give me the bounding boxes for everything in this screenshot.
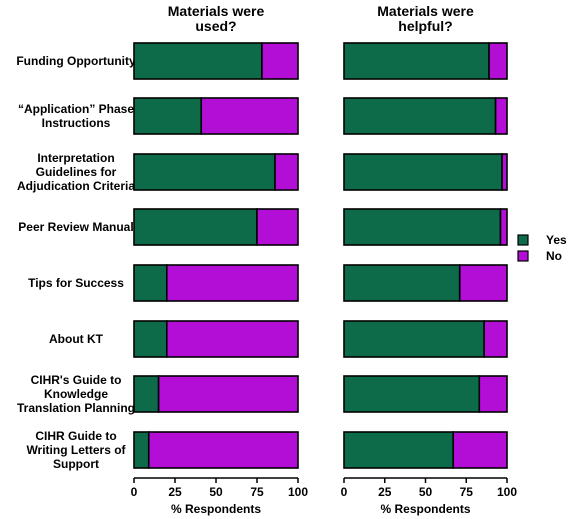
category-label-line: Interpretation [37,151,114,165]
x-tick-label: 100 [288,485,308,499]
panel-title: Materials were used? [168,3,265,34]
x-tick-label: 50 [419,485,433,499]
category-label-line: Guidelines for [36,165,117,179]
x-tick-label: 25 [378,485,392,499]
bar-no-application-phase-instructions [494,97,508,135]
bar-yes-cihr-guide-to-writing-letters-of-support [133,431,150,469]
category-label-line: Funding Opportunity [16,54,136,68]
panel-title-line: Materials were [168,3,265,19]
legend-label-no: No [546,249,562,263]
bar-no-peer-review-manual [256,208,299,246]
bar-no-cihr-s-guide-to-knowledge-translation-planning [478,375,508,413]
bar-yes-cihr-s-guide-to-knowledge-translation-planning [133,375,160,413]
category-label-line: Adjudication Criteria [17,179,135,193]
bar-no-tips-for-success [458,264,508,302]
bar-no-funding-opportunity [261,42,299,80]
category-label-line: Peer Review Manual [18,220,133,234]
panel-title-line: Materials were [377,3,474,19]
panel-title-line: used? [195,18,236,34]
category-label-line: Writing Letters of [26,443,126,457]
bar-no-cihr-guide-to-writing-letters-of-support [452,431,508,469]
x-axis-label: % Respondents [171,502,261,516]
x-tick-label: 0 [131,485,138,499]
category-label-line: About KT [49,332,104,346]
legend-label-yes: Yes [546,233,567,247]
category-label-tips-for-success: Tips for Success [28,276,124,290]
bar-yes-interpretation-guidelines-for-adjudication-criteria [133,153,276,191]
category-label-about-kt: About KT [49,332,104,346]
category-label-cihr-guide-to-writing-letters-of-support: CIHR Guide to Writing Letters of Support [26,429,126,471]
category-labels: Funding Opportunity“Application” Phase In… [16,54,136,471]
category-label-peer-review-manual: Peer Review Manual [18,220,133,234]
category-label-line: Tips for Success [28,276,124,290]
panel-materials-helpful: Materials were helpful? 0 25 50 75 100 % Respon… [341,3,518,516]
bar-no-cihr-guide-to-writing-letters-of-support [147,431,299,469]
bar-no-about-kt [166,320,299,358]
bar-no-application-phase-instructions [200,97,299,135]
bar-no-cihr-s-guide-to-knowledge-translation-planning [157,375,299,413]
bar-yes-funding-opportunity [343,42,490,80]
bar-no-peer-review-manual [499,208,508,246]
category-label-line: CIHR Guide to [35,429,116,443]
bar-yes-application-phase-instructions [133,97,203,135]
bar-yes-tips-for-success [343,264,461,302]
bar-no-interpretation-guidelines-for-adjudication-criteria [501,153,508,191]
bar-no-about-kt [483,320,508,358]
category-label-funding-opportunity: Funding Opportunity [16,54,136,68]
category-label-line: CIHR's Guide to [31,373,122,387]
bar-yes-about-kt [133,320,168,358]
bar-yes-about-kt [343,320,485,358]
bar-yes-cihr-guide-to-writing-letters-of-support [343,431,455,469]
bar-yes-cihr-s-guide-to-knowledge-translation-planning [343,375,481,413]
panel-materials-used: Materials were used? 0 25 50 75 100 % Responden… [131,3,309,516]
x-tick-label: 75 [460,485,474,499]
legend: Yes No [517,233,567,263]
legend-swatch-yes [517,234,529,246]
bar-yes-interpretation-guidelines-for-adjudication-criteria [343,153,503,191]
x-tick-label: 25 [168,485,182,499]
bar-yes-tips-for-success [133,264,168,302]
bar-no-funding-opportunity [488,42,508,80]
x-tick-label: 0 [341,485,348,499]
bar-no-interpretation-guidelines-for-adjudication-criteria [274,153,299,191]
category-label-line: Support [53,457,99,471]
x-tick-label: 100 [497,485,517,499]
category-label-cihr-s-guide-to-knowledge-translation-planning: CIHR's Guide to Knowledge Translation Plan… [17,373,135,415]
panel-title-line: helpful? [398,18,452,34]
x-tick-label: 75 [250,485,264,499]
category-label-line: “Application” Phase [18,102,134,116]
bar-no-tips-for-success [166,264,299,302]
category-label-line: Translation Planning [17,401,135,415]
category-label-line: Instructions [42,116,111,130]
bar-yes-funding-opportunity [133,42,263,80]
category-label-interpretation-guidelines-for-adjudication-criteria: Interpretation Guidelines for Adjudication… [17,151,135,193]
bar-yes-peer-review-manual [133,208,258,246]
panel-title: Materials were helpful? [377,3,474,34]
x-axis-label: % Respondents [380,502,470,516]
bar-yes-application-phase-instructions [343,97,497,135]
category-label-line: Knowledge [44,387,108,401]
x-tick-label: 50 [209,485,223,499]
category-label-application-phase-instructions: “Application” Phase Instructions [18,102,134,130]
bar-yes-peer-review-manual [343,208,502,246]
legend-swatch-no [517,250,529,262]
